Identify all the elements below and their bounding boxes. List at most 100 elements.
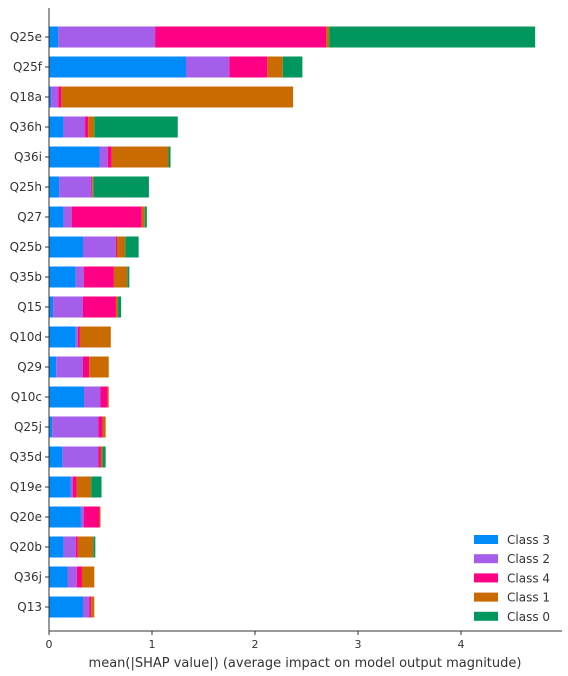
- y-tick-label: Q36h: [10, 120, 42, 134]
- y-tick-label: Q25h: [10, 180, 42, 194]
- legend-label-class-3: Class 3: [507, 533, 550, 547]
- legend-swatch-class-1: [474, 592, 498, 602]
- bar-segment-q10c-class-4: [100, 386, 108, 408]
- legend-swatch-class-2: [474, 554, 498, 564]
- bar-segment-q15-class-1: [115, 296, 119, 318]
- bar-segment-q25j-class-1: [102, 416, 106, 438]
- bar-segment-q29-class-3: [49, 356, 57, 378]
- bar-segment-q36h-class-0: [94, 116, 178, 138]
- y-tick-label: Q20b: [10, 540, 42, 554]
- bar-segment-q35d-class-3: [49, 446, 63, 468]
- bar-segment-q36j-class-3: [49, 566, 68, 588]
- bar-segment-q20b-class-2: [63, 536, 76, 558]
- bar-segment-q27-class-4: [71, 206, 142, 228]
- bar-segment-q15-class-3: [49, 296, 54, 318]
- bar-segment-q25h-class-2: [59, 176, 92, 198]
- bar-segment-q18a-class-3: [49, 86, 52, 108]
- bar-segment-q35d-class-4: [98, 446, 101, 468]
- legend-swatch-class-3: [474, 535, 498, 544]
- y-tick-label: Q25j: [14, 420, 42, 434]
- y-tick-label: Q25b: [10, 240, 42, 254]
- bar-segment-q25b-class-2: [82, 236, 116, 258]
- y-tick-label: Q25e: [10, 30, 42, 44]
- legend: Class 3 Class 2 Class 4 Class 1 Class 0: [474, 533, 550, 624]
- legend-swatch-class-4: [474, 573, 498, 583]
- bar-segment-q20e-class-3: [49, 506, 81, 528]
- bar-segment-q35b-class-1: [113, 266, 128, 288]
- bar-segment-q25b-class-4: [115, 236, 117, 258]
- bar-segment-q35b-class-4: [84, 266, 114, 288]
- bar-segment-q29-class-4: [82, 356, 90, 378]
- bar-segment-q35b-class-3: [49, 266, 76, 288]
- y-tick-label: Q36i: [14, 150, 42, 164]
- legend-label-class-1: Class 1: [507, 591, 550, 605]
- x-tick-label: 1: [149, 638, 156, 651]
- x-tick-label: 2: [252, 638, 259, 651]
- y-axis: Q25e Q25f Q18a Q36h Q36i Q25h Q27 Q25b Q35b Q15 Q1…: [10, 8, 50, 631]
- y-tick-label: Q18a: [10, 90, 42, 104]
- y-tick-label: Q29: [17, 360, 42, 374]
- bar-segment-q25e-class-3: [49, 26, 59, 48]
- bar-segment-q36h-class-2: [63, 116, 86, 138]
- bar-segment-q35b-class-2: [75, 266, 85, 288]
- bar-segment-q25e-class-1: [326, 26, 330, 48]
- bar-segment-q25e-class-4: [155, 26, 327, 48]
- legend-label-class-0: Class 0: [507, 610, 550, 624]
- bar-segment-q18a-class-2: [51, 86, 59, 108]
- bar-segment-q20e-class-2: [80, 506, 85, 528]
- bar-segment-q27-class-2: [63, 206, 72, 228]
- bar-segment-q36i-class-0: [168, 146, 171, 168]
- bar-segment-q35b-class-0: [127, 266, 130, 288]
- bar-segment-q20b-class-1: [77, 536, 94, 558]
- bar-segment-q36i-class-2: [99, 146, 108, 168]
- x-tick-label: 4: [458, 638, 465, 651]
- bar-segment-q15-class-2: [53, 296, 83, 318]
- bar-segment-q35d-class-2: [62, 446, 99, 468]
- bar-segment-q10d-class-4: [77, 326, 80, 348]
- bar-segment-q25f-class-0: [282, 56, 303, 78]
- bar-segment-q25f-class-3: [49, 56, 186, 78]
- legend-swatch-class-0: [474, 611, 498, 621]
- bar-segment-q19e-class-4: [72, 476, 77, 498]
- bar-segment-q25j-class-3: [49, 416, 53, 438]
- bar-segment-q25h-class-3: [49, 176, 60, 198]
- bar-segment-q19e-class-2: [70, 476, 73, 498]
- bar-segment-q36i-class-3: [49, 146, 100, 168]
- bar-segment-q10d-class-3: [49, 326, 76, 348]
- bar-segment-q25h-class-1: [92, 176, 94, 198]
- y-tick-label: Q35b: [10, 270, 42, 284]
- y-tick-label: Q10c: [11, 390, 42, 404]
- bar-segment-q10c-class-1: [107, 386, 109, 408]
- bar-segment-q27-class-3: [49, 206, 64, 228]
- x-axis-label: mean(|SHAP value|) (average impact on mo…: [89, 656, 522, 671]
- bar-segment-q36j-class-1: [81, 566, 95, 588]
- bar-segment-q27-class-1: [141, 206, 145, 228]
- bar-segment-q25b-class-0: [125, 236, 139, 258]
- bar-segment-q13-class-4: [89, 596, 92, 618]
- bar-segment-q15-class-4: [82, 296, 116, 318]
- bar-segment-q20e-class-4: [84, 506, 100, 528]
- bar-segment-q20e-class-1: [99, 506, 101, 528]
- y-tick-label: Q19e: [10, 480, 42, 494]
- bar-segment-q25h-class-0: [93, 176, 149, 198]
- bar-segment-q10c-class-3: [49, 386, 85, 408]
- y-tick-label: Q35d: [10, 450, 42, 464]
- bar-segment-q20b-class-0: [93, 536, 96, 558]
- bar-segment-q10d-class-2: [75, 326, 78, 348]
- bar-segment-q25f-class-1: [267, 56, 283, 78]
- bar-segment-q25b-class-3: [49, 236, 83, 258]
- y-tick-label: Q36j: [14, 570, 42, 584]
- bars-layer: [49, 26, 536, 618]
- bar-segment-q19e-class-1: [76, 476, 92, 498]
- bar-segment-q29-class-2: [56, 356, 83, 378]
- bar-segment-q36j-class-4: [76, 566, 82, 588]
- bar-segment-q25h-class-4: [91, 176, 93, 198]
- bar-segment-q20b-class-4: [75, 536, 78, 558]
- bar-segment-q36h-class-1: [88, 116, 95, 138]
- x-tick-label: 3: [355, 638, 362, 651]
- bar-segment-q25e-class-0: [329, 26, 536, 48]
- bar-segment-q36i-class-1: [111, 146, 169, 168]
- bar-segment-q25b-class-1: [116, 236, 126, 258]
- y-tick-label: Q10d: [10, 330, 42, 344]
